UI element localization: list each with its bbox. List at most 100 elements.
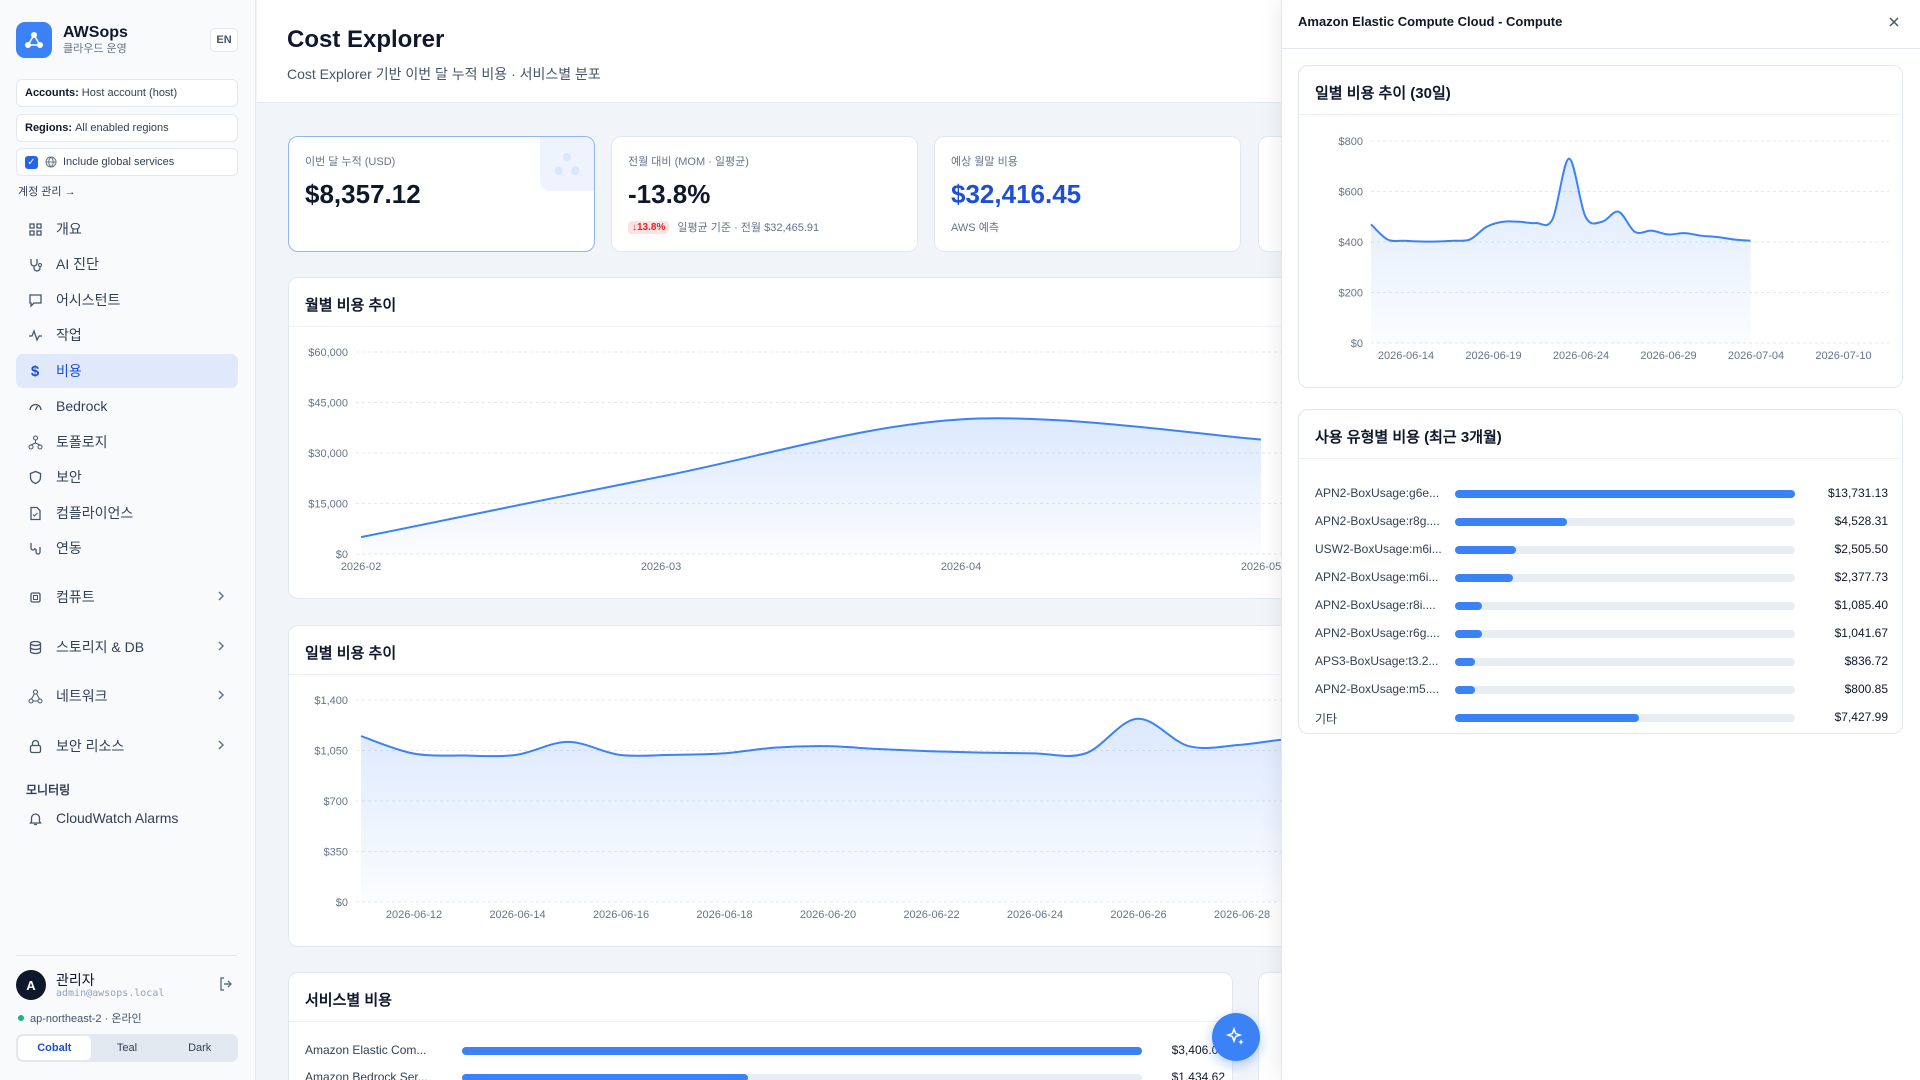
language-toggle-button[interactable]: EN [210, 28, 238, 52]
nav-item-integration[interactable]: 연동 [16, 531, 238, 565]
include-global-toggle[interactable]: ✓ Include global services [16, 148, 238, 176]
nav-group-security-resources[interactable]: 보안 리소스 [16, 729, 238, 763]
y-tick-label: $0 [336, 897, 348, 909]
x-tick-label: 2026-06-24 [1007, 909, 1063, 921]
theme-dark-button[interactable]: Dark [188, 1042, 212, 1054]
x-tick-label: 2026-06-12 [386, 909, 442, 921]
nav-item-cloudwatch-alarms[interactable]: CloudWatch Alarms [16, 801, 238, 835]
accounts-selector[interactable]: Accounts: Host account (host) [16, 79, 238, 107]
nav-label: Bedrock [56, 398, 108, 414]
nav-item-ai-diagnosis[interactable]: AI 진단 [16, 247, 238, 281]
nav-item-security[interactable]: 보안 [16, 460, 238, 494]
chevron-right-icon [214, 589, 228, 606]
online-dot-icon [18, 1015, 24, 1021]
y-tick-label: $700 [324, 796, 348, 808]
usage-type-amount: $800.85 [1844, 682, 1888, 696]
y-tick-label: $200 [1339, 288, 1363, 300]
nav-item-assistant[interactable]: 어시스턴트 [16, 283, 238, 317]
nav-label: CloudWatch Alarms [56, 810, 179, 826]
close-icon[interactable] [1884, 12, 1904, 32]
nav-label: 토폴로지 [56, 434, 108, 450]
stat-subtext: ↓13.8% 일평균 기준 · 전월 $32,465.91 [628, 219, 819, 235]
usage-bar-fill [1455, 546, 1517, 554]
logout-icon[interactable] [218, 976, 234, 997]
checkbox-checked-icon[interactable]: ✓ [25, 155, 38, 169]
nav-group-storage-db[interactable]: 스토리지 & DB [16, 630, 238, 664]
usage-type-name: APN2-BoxUsage:r8g.... [1315, 514, 1440, 528]
x-tick-label: 2026-04 [941, 561, 981, 573]
nav-group-compute[interactable]: 컴퓨트 [16, 580, 238, 614]
drawer-daily-title: 일별 비용 추이 (30일) [1315, 85, 1451, 102]
nav-item-compliance[interactable]: 컴플라이언스 [16, 496, 238, 530]
usage-type-amount: $13,731.13 [1827, 486, 1888, 500]
service-bar-track [462, 1074, 1142, 1080]
account-manage-link[interactable]: 계정 관리 → [18, 186, 76, 198]
usage-bar-track [1455, 490, 1795, 498]
x-tick-label: 2026-07-10 [1815, 350, 1871, 362]
series-area [361, 418, 1261, 554]
y-tick-label: $15,000 [308, 499, 348, 511]
series-line [360, 417, 1262, 539]
usage-type-row[interactable]: APN2-BoxUsage:r8i.... $1,085.40 [1315, 596, 1888, 616]
y-tick-label: $800 [1339, 136, 1363, 148]
series-area [1371, 158, 1751, 343]
usage-type-row[interactable]: APN2-BoxUsage:m5.... $800.85 [1315, 680, 1888, 700]
user-name: 관리자 [56, 971, 95, 988]
x-tick-label: 2026-02 [341, 561, 381, 573]
dollar-icon: $ [30, 362, 40, 380]
user-profile[interactable]: A 관리자 admin@awsops.local [16, 970, 164, 1000]
nav-item-bedrock[interactable]: Bedrock [16, 389, 238, 423]
service-cost-card: 서비스별 비용 Amazon Elastic Com... $3,406.05 … [288, 972, 1233, 1080]
nav-item-topology[interactable]: 토폴로지 [16, 425, 238, 459]
include-global-label: Include global services [63, 156, 175, 168]
stat-value: $32,416.45 [951, 179, 1082, 209]
usage-type-amount: $4,528.31 [1834, 514, 1888, 528]
usage-type-row[interactable]: APN2-BoxUsage:r8g.... $4,528.31 [1315, 512, 1888, 532]
card-divider [289, 674, 1687, 675]
awsops-logo [16, 22, 52, 58]
chevron-right-icon [214, 688, 228, 705]
theme-teal-button[interactable]: Teal [116, 1042, 138, 1054]
x-tick-label: 2026-06-24 [1553, 350, 1609, 362]
service-row[interactable]: Amazon Elastic Com... $3,406.05 [305, 1041, 1225, 1061]
brand[interactable]: AWSops 클라우드 운영 [16, 22, 128, 58]
theme-switcher: Cobalt Teal Dark [16, 1034, 238, 1062]
service-row[interactable]: Amazon Bedrock Ser... $1,434.62 [305, 1068, 1225, 1080]
usage-bar-track [1455, 686, 1795, 694]
usage-type-row[interactable]: APN2-BoxUsage:g6e... $13,731.13 [1315, 484, 1888, 504]
regions-value: All enabled regions [75, 122, 169, 134]
ai-assistant-fab[interactable] [1212, 1013, 1260, 1061]
nav-item-cost[interactable]: $ 비용 [16, 354, 238, 388]
usage-type-row[interactable]: USW2-BoxUsage:m6i... $2,505.50 [1315, 540, 1888, 560]
x-tick-label: 2026-06-18 [696, 909, 752, 921]
nav-group-network[interactable]: 네트워크 [16, 679, 238, 713]
usage-type-row[interactable]: 기타 $7,427.99 [1315, 708, 1888, 728]
card-divider [1299, 458, 1902, 459]
usage-type-amount: $2,377.73 [1834, 570, 1888, 584]
usage-bar-fill [1455, 714, 1639, 722]
y-tick-label: $1,400 [314, 695, 348, 707]
app-subtitle: 클라우드 운영 [63, 43, 127, 55]
nav-item-tasks[interactable]: 작업 [16, 318, 238, 352]
usage-bar-track [1455, 546, 1795, 554]
usage-type-row[interactable]: APS3-BoxUsage:t3.2... $836.72 [1315, 652, 1888, 672]
chevron-right-icon [214, 738, 228, 755]
usage-bar-fill [1455, 686, 1476, 694]
usage-type-row[interactable]: APN2-BoxUsage:r6g.... $1,041.67 [1315, 624, 1888, 644]
usage-type-row[interactable]: APN2-BoxUsage:m6i... $2,377.73 [1315, 568, 1888, 588]
y-tick-label: $45,000 [308, 398, 348, 410]
y-tick-label: $0 [336, 549, 348, 561]
theme-cobalt-button[interactable]: Cobalt [18, 1036, 91, 1060]
usage-type-amount: $836.72 [1844, 654, 1888, 668]
usage-bar-fill [1455, 490, 1795, 498]
x-tick-label: 2026-07-04 [1728, 350, 1784, 362]
regions-selector[interactable]: Regions: All enabled regions [16, 114, 238, 142]
nav-item-overview[interactable]: 개요 [16, 212, 238, 246]
monitoring-section-label: 모니터링 [26, 783, 71, 797]
sidebar-divider [16, 955, 238, 956]
nav-label: 연동 [56, 540, 82, 556]
service-detail-drawer: Amazon Elastic Compute Cloud - Compute 일… [1281, 0, 1920, 1080]
nav-label: 보안 리소스 [56, 738, 125, 754]
usage-type-name: APN2-BoxUsage:r8i.... [1315, 598, 1436, 612]
series-line [1370, 157, 1751, 243]
